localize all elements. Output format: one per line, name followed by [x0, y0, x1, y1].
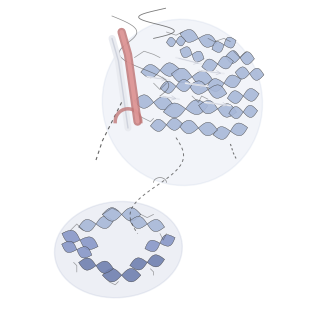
- Polygon shape: [160, 79, 192, 93]
- Ellipse shape: [102, 19, 262, 186]
- Polygon shape: [150, 118, 182, 132]
- Polygon shape: [62, 241, 92, 258]
- Polygon shape: [166, 36, 186, 47]
- Polygon shape: [207, 75, 241, 92]
- Polygon shape: [79, 258, 113, 273]
- Polygon shape: [130, 216, 164, 232]
- Polygon shape: [141, 63, 179, 78]
- Polygon shape: [213, 123, 248, 140]
- Ellipse shape: [54, 202, 182, 298]
- Polygon shape: [172, 68, 212, 85]
- Polygon shape: [145, 235, 175, 252]
- Polygon shape: [62, 230, 98, 250]
- Polygon shape: [227, 89, 259, 103]
- Polygon shape: [180, 29, 217, 47]
- Polygon shape: [164, 100, 208, 118]
- Polygon shape: [235, 67, 264, 80]
- Polygon shape: [130, 255, 164, 270]
- Polygon shape: [179, 120, 218, 136]
- Polygon shape: [212, 37, 236, 52]
- Polygon shape: [226, 51, 254, 65]
- Polygon shape: [134, 95, 173, 110]
- Polygon shape: [202, 56, 233, 72]
- Polygon shape: [180, 47, 204, 62]
- Polygon shape: [102, 208, 141, 221]
- Polygon shape: [189, 81, 227, 98]
- Polygon shape: [199, 100, 236, 117]
- Polygon shape: [102, 268, 141, 282]
- Polygon shape: [229, 105, 258, 119]
- Polygon shape: [79, 216, 113, 232]
